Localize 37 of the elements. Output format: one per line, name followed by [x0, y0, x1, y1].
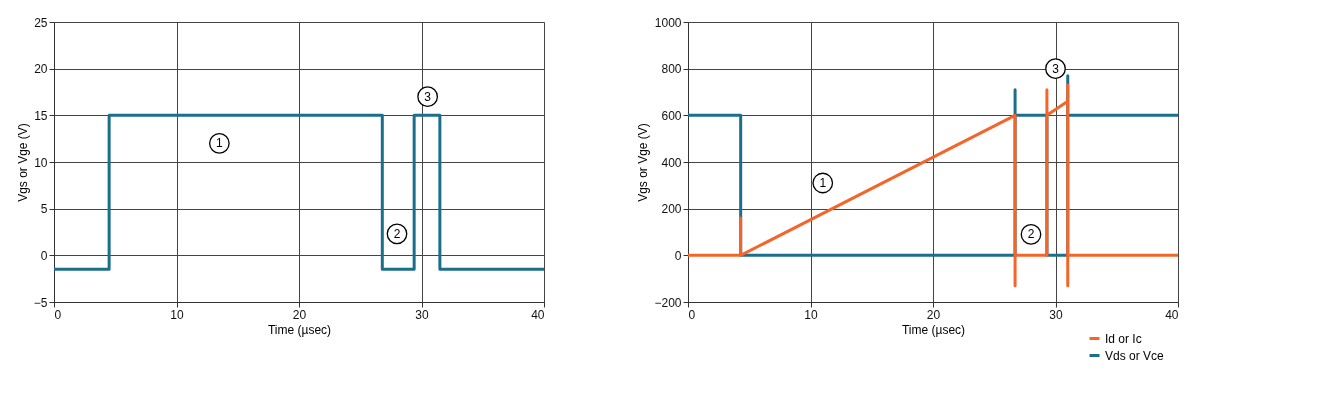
- x-tick-label: 20: [292, 307, 307, 322]
- annotation: 1: [819, 176, 827, 190]
- annotation: 2: [393, 226, 401, 241]
- x-tick-label: 20: [926, 307, 941, 322]
- annotation: 1: [216, 136, 224, 151]
- y-tick-label: 800: [661, 62, 682, 77]
- x-tick-label: 40: [1165, 307, 1179, 322]
- y-tick-label: 400: [661, 155, 682, 170]
- y-tick-label: 25: [34, 15, 48, 30]
- y-tick-label: 600: [661, 108, 682, 123]
- y-tick-label: 5: [40, 202, 48, 217]
- x-axis-title: Time (µsec): [267, 322, 332, 337]
- y-tick-label: 20: [34, 62, 48, 77]
- y-tick-label: 0: [40, 248, 48, 263]
- y-tick-label: 200: [661, 202, 682, 217]
- x-tick-label: 30: [415, 307, 429, 322]
- y-axis-title: Vgs or Vge (V): [636, 123, 651, 202]
- y-tick-label: 0: [674, 248, 682, 263]
- line-series: [686, 83, 1180, 288]
- y-tick-label: −5: [33, 295, 48, 310]
- annotation: 2: [1027, 227, 1035, 242]
- y-tick-label: 15: [34, 108, 48, 123]
- annotation: 3: [1052, 61, 1060, 76]
- y-tick-label: −200: [654, 295, 682, 310]
- legend-label: Vds or Vce: [1105, 348, 1165, 363]
- y-axis-title: Vgs or Vge (V): [15, 123, 30, 202]
- x-tick-label: 0: [688, 307, 696, 322]
- x-tick-label: 10: [170, 307, 184, 322]
- x-tick-label: 30: [1049, 307, 1063, 322]
- x-axis-title: Time (µsec): [901, 322, 966, 337]
- x-tick-label: 40: [531, 307, 545, 322]
- y-tick-label: 1000: [654, 15, 682, 30]
- x-tick-label: 0: [54, 307, 62, 322]
- annotation: 3: [424, 89, 432, 104]
- legend-label: Id or Ic: [1105, 331, 1142, 346]
- x-tick-label: 10: [804, 307, 818, 322]
- y-tick-label: 10: [34, 155, 48, 170]
